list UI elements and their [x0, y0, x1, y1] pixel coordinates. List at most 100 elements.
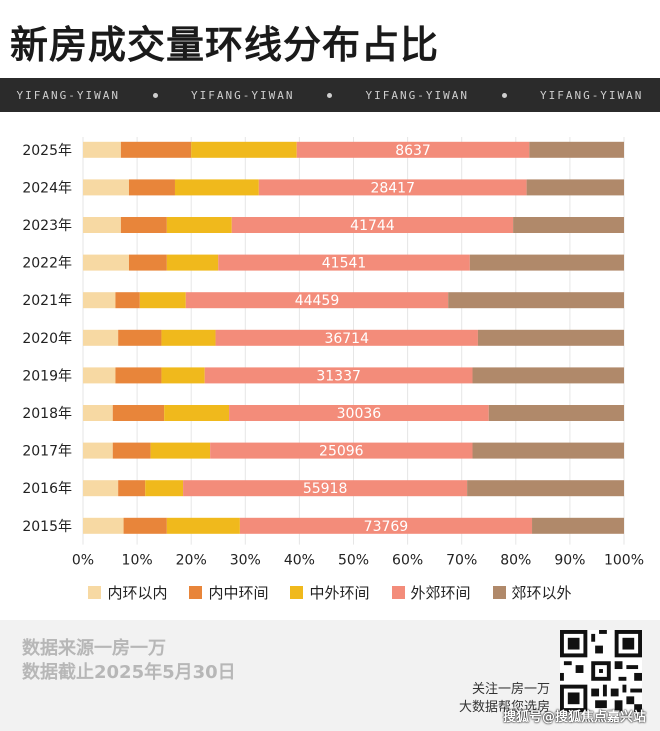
bar-segment [83, 367, 116, 384]
bar-segment [115, 367, 162, 384]
bar-segment [477, 329, 624, 346]
legend-label: 郊环以外 [511, 584, 572, 602]
brand-text: YIFANG-YIWAN [539, 88, 644, 102]
bar-segment [532, 517, 624, 534]
bar-segment [239, 517, 533, 534]
bar-segment [145, 480, 184, 497]
total-label: 41744 [350, 218, 395, 234]
bar-segment [215, 329, 478, 346]
data-cutoff-text: 数据截止2025年5月30日 [22, 662, 236, 683]
bar-segment [166, 254, 219, 271]
bar-segment [191, 141, 297, 158]
x-tick-label: 40% [284, 553, 315, 569]
separator-dot [501, 92, 507, 98]
year-label: 2017年 [22, 444, 72, 460]
bar-segment [513, 217, 624, 233]
bar-segment [83, 329, 119, 346]
footer: 数据来源一房一万 数据截止2025年5月30日 关注一房一万 大数据帮您选房 搜… [0, 620, 660, 731]
year-label: 2016年 [22, 481, 72, 497]
bar-segment [296, 141, 530, 158]
brand-text: YIFANG-YIWAN [190, 88, 295, 102]
x-tick-label: 0% [72, 553, 94, 569]
year-label: 2025年 [22, 143, 72, 159]
x-tick-label: 100% [604, 553, 644, 569]
total-label: 28417 [370, 180, 415, 196]
total-label: 36714 [324, 331, 369, 347]
x-tick-label: 10% [122, 553, 153, 569]
bar-segment [529, 141, 624, 158]
bar-segment [258, 179, 527, 196]
bar-segment [83, 517, 124, 534]
x-tick-label: 80% [500, 553, 531, 569]
legend-item: 内环以内 [88, 582, 167, 603]
legend-label: 内环以内 [107, 584, 168, 602]
bar-segment [448, 292, 624, 309]
total-label: 8637 [395, 143, 431, 159]
bar-segment [164, 405, 230, 421]
total-label: 25096 [319, 444, 364, 460]
bar-segment [83, 405, 113, 421]
bar-segment [185, 292, 449, 309]
chart-legend: 内环以内 内中环间 中外环间 外郊环间 郊环以外 [0, 582, 660, 603]
bar-segment [166, 217, 232, 233]
bar-segment [128, 179, 175, 196]
bar-segment [161, 367, 205, 384]
year-label: 2021年 [22, 293, 72, 309]
legend-item: 中外环间 [290, 582, 370, 603]
bar-segment [174, 179, 259, 196]
slogan-text: 大数据帮您选房 [458, 700, 550, 715]
bar-segment [112, 405, 165, 421]
data-source-text: 数据来源一房一万 [22, 638, 166, 659]
bar-segment [123, 517, 167, 534]
bar-segment [118, 480, 146, 497]
bar-segment [83, 141, 121, 158]
x-tick-label: 90% [554, 553, 585, 569]
legend-label: 中外环间 [309, 584, 370, 602]
bar-segment [472, 442, 624, 459]
total-label: 44459 [295, 293, 340, 309]
bar-segment [210, 442, 473, 459]
bar-segment [472, 367, 624, 384]
year-label: 2020年 [22, 331, 72, 347]
year-label: 2015年 [22, 519, 72, 535]
legend-label: 外郊环间 [410, 584, 471, 602]
bar-segment [469, 254, 624, 271]
x-tick-label: 50% [338, 553, 369, 569]
bar-segment [120, 141, 192, 158]
legend-swatch [189, 586, 203, 599]
stacked-bar-chart: 2025年 8637 2024年 28417 2023年 41744 2022年 41541 2… [22, 137, 644, 569]
legend-item: 内中环间 [189, 582, 268, 603]
bar-segment [83, 217, 121, 233]
separator-dot [327, 92, 333, 98]
bar-segment [467, 480, 624, 497]
brand-text: YIFANG-YIWAN [16, 88, 120, 102]
bar-segment [112, 442, 151, 459]
year-label: 2024年 [22, 180, 72, 196]
bar-segment [526, 179, 624, 196]
bar-segment [83, 292, 116, 309]
separator-dot [152, 92, 158, 98]
bar-segment [83, 254, 129, 271]
total-label: 30036 [337, 406, 382, 422]
bar-segment [218, 254, 470, 271]
x-tick-label: 30% [230, 553, 261, 569]
bar-segment [139, 292, 186, 309]
legend-item: 郊环以外 [492, 582, 572, 603]
bar-segment [83, 179, 129, 196]
qr-code-icon[interactable] [560, 630, 642, 712]
legend-swatch [290, 586, 304, 599]
bar-segment [83, 442, 113, 459]
bar-segment [128, 254, 167, 271]
bar-segment [229, 405, 489, 421]
legend-swatch [88, 586, 102, 599]
year-label: 2022年 [22, 256, 72, 272]
year-label: 2018年 [22, 406, 72, 422]
bar-segment [115, 292, 140, 309]
bar-segment [118, 329, 162, 346]
year-label: 2019年 [22, 368, 72, 384]
x-tick-label: 60% [392, 553, 423, 569]
watermark-text: 搜狐号@搜狐焦点嘉兴站 [502, 710, 646, 725]
bar-segment [231, 217, 514, 233]
legend-item: 外郊环间 [391, 582, 471, 603]
bar-segment [120, 217, 167, 233]
